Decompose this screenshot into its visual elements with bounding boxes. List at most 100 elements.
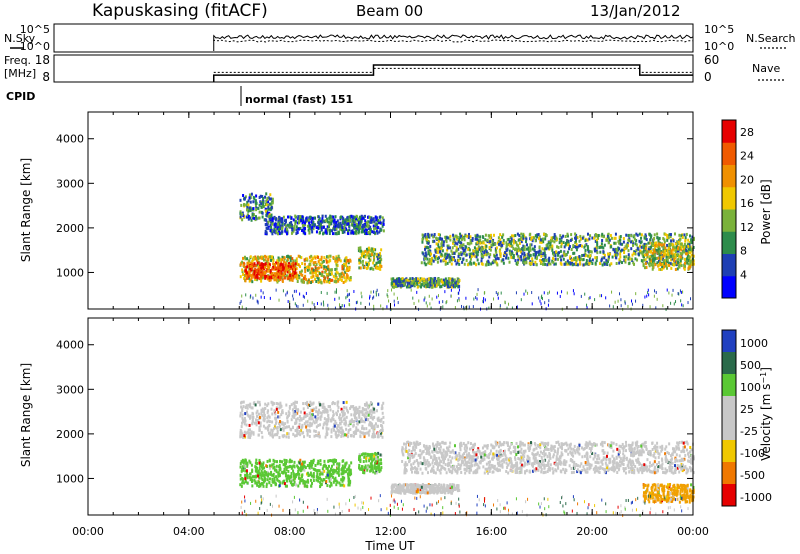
power-cell: [252, 216, 255, 220]
velocity-cell: [381, 424, 384, 428]
power-cell: [556, 245, 559, 249]
velocity-cell: [288, 413, 291, 417]
power-cell: [475, 255, 478, 259]
power-cell: [662, 252, 665, 256]
power-cell: [325, 268, 328, 272]
velocity-cell: [273, 409, 276, 413]
velocity-cell: [245, 423, 248, 427]
power-cell: [443, 280, 446, 284]
power-cell: [265, 192, 268, 196]
velocity-cell: [379, 419, 382, 423]
velocity-cell: [618, 444, 621, 448]
power-cell: [425, 301, 427, 305]
power-cell: [345, 260, 348, 264]
power-cell: [686, 261, 689, 265]
power-cell: [559, 294, 561, 298]
freq-panel: Freq. [MHz] 18 8 60 0 Nave: [4, 53, 784, 84]
power-cell: [376, 226, 379, 230]
power-cell: [431, 279, 434, 283]
power-cell: [623, 247, 626, 251]
power-cell: [630, 257, 633, 261]
power-cell: [300, 269, 303, 273]
power-cell: [531, 257, 534, 261]
power-cell: [334, 290, 336, 294]
power-cell: [441, 240, 444, 244]
velocity-cell: [551, 445, 554, 449]
velocity-cell: [573, 444, 576, 448]
power-cell: [453, 238, 456, 242]
power-cell: [316, 275, 319, 279]
power-cell: [261, 263, 264, 267]
power-cell: [347, 222, 350, 226]
velocity-cell: [381, 411, 384, 415]
power-cell: [559, 261, 562, 265]
power-cell: [447, 244, 450, 248]
power-cell: [282, 273, 285, 277]
velocity-cell: [262, 409, 265, 413]
velocity-cell: [268, 424, 271, 428]
power-cell: [437, 245, 440, 249]
power-cell: [421, 237, 424, 241]
power-cell: [527, 291, 529, 295]
power-cell: [305, 257, 308, 261]
velocity-cell: [364, 415, 367, 419]
power-cell: [624, 260, 627, 264]
power-cell: [378, 215, 381, 219]
power-cell: [436, 237, 439, 241]
power-cell: [254, 204, 257, 208]
power-cell: [491, 243, 494, 247]
power-cell: [342, 217, 345, 221]
power-cell: [277, 270, 280, 274]
velocity-cell: [547, 468, 550, 472]
power-cell: [294, 262, 297, 266]
velocity-cell: [363, 435, 366, 439]
power-cell: [569, 238, 572, 242]
power-cell: [638, 232, 641, 236]
power-cell: [251, 259, 254, 263]
power-cell: [364, 219, 367, 223]
power-cell: [323, 256, 326, 260]
velocity-cell: [345, 406, 348, 410]
power-cell: [674, 250, 677, 254]
power-cell: [477, 239, 480, 243]
power-cell: [328, 232, 331, 236]
power-cell: [487, 262, 490, 266]
velocity-cell: [297, 432, 300, 436]
power-cell: [269, 229, 272, 233]
power-cell: [257, 257, 260, 261]
velocity-cell: [499, 453, 502, 457]
power-cell: [594, 256, 597, 260]
power-cell: [476, 233, 479, 237]
power-cell: [352, 215, 355, 219]
power-cell: [328, 229, 331, 233]
power-cell: [296, 231, 299, 235]
velocity-cell: [355, 416, 358, 420]
power-cell: [285, 264, 288, 268]
power-cell: [326, 291, 328, 295]
power-cell: [517, 244, 520, 248]
velocity-cell: [309, 400, 312, 404]
power-cell: [393, 282, 396, 286]
power-cell: [266, 214, 269, 218]
velocity-cell: [340, 407, 343, 411]
power-cell: [260, 255, 263, 259]
velocity-cell: [341, 429, 344, 433]
power-cell: [284, 220, 287, 224]
power-cell: [324, 270, 327, 274]
power-cell: [670, 239, 673, 243]
power-cell: [262, 197, 265, 201]
power-cell: [380, 258, 383, 262]
power-cell: [423, 284, 426, 288]
velocity-cell: [308, 412, 311, 416]
power-cell: [546, 243, 549, 247]
velocity-cell: [525, 469, 528, 473]
power-cell: [357, 222, 360, 226]
power-cell: [262, 200, 265, 204]
velocity-cell: [330, 428, 333, 432]
power-cell: [292, 263, 295, 267]
power-cell: [394, 280, 397, 284]
velocity-cell: [635, 458, 638, 462]
power-cell: [308, 262, 311, 266]
power-cell: [453, 278, 456, 282]
velocity-cell: [259, 424, 262, 428]
